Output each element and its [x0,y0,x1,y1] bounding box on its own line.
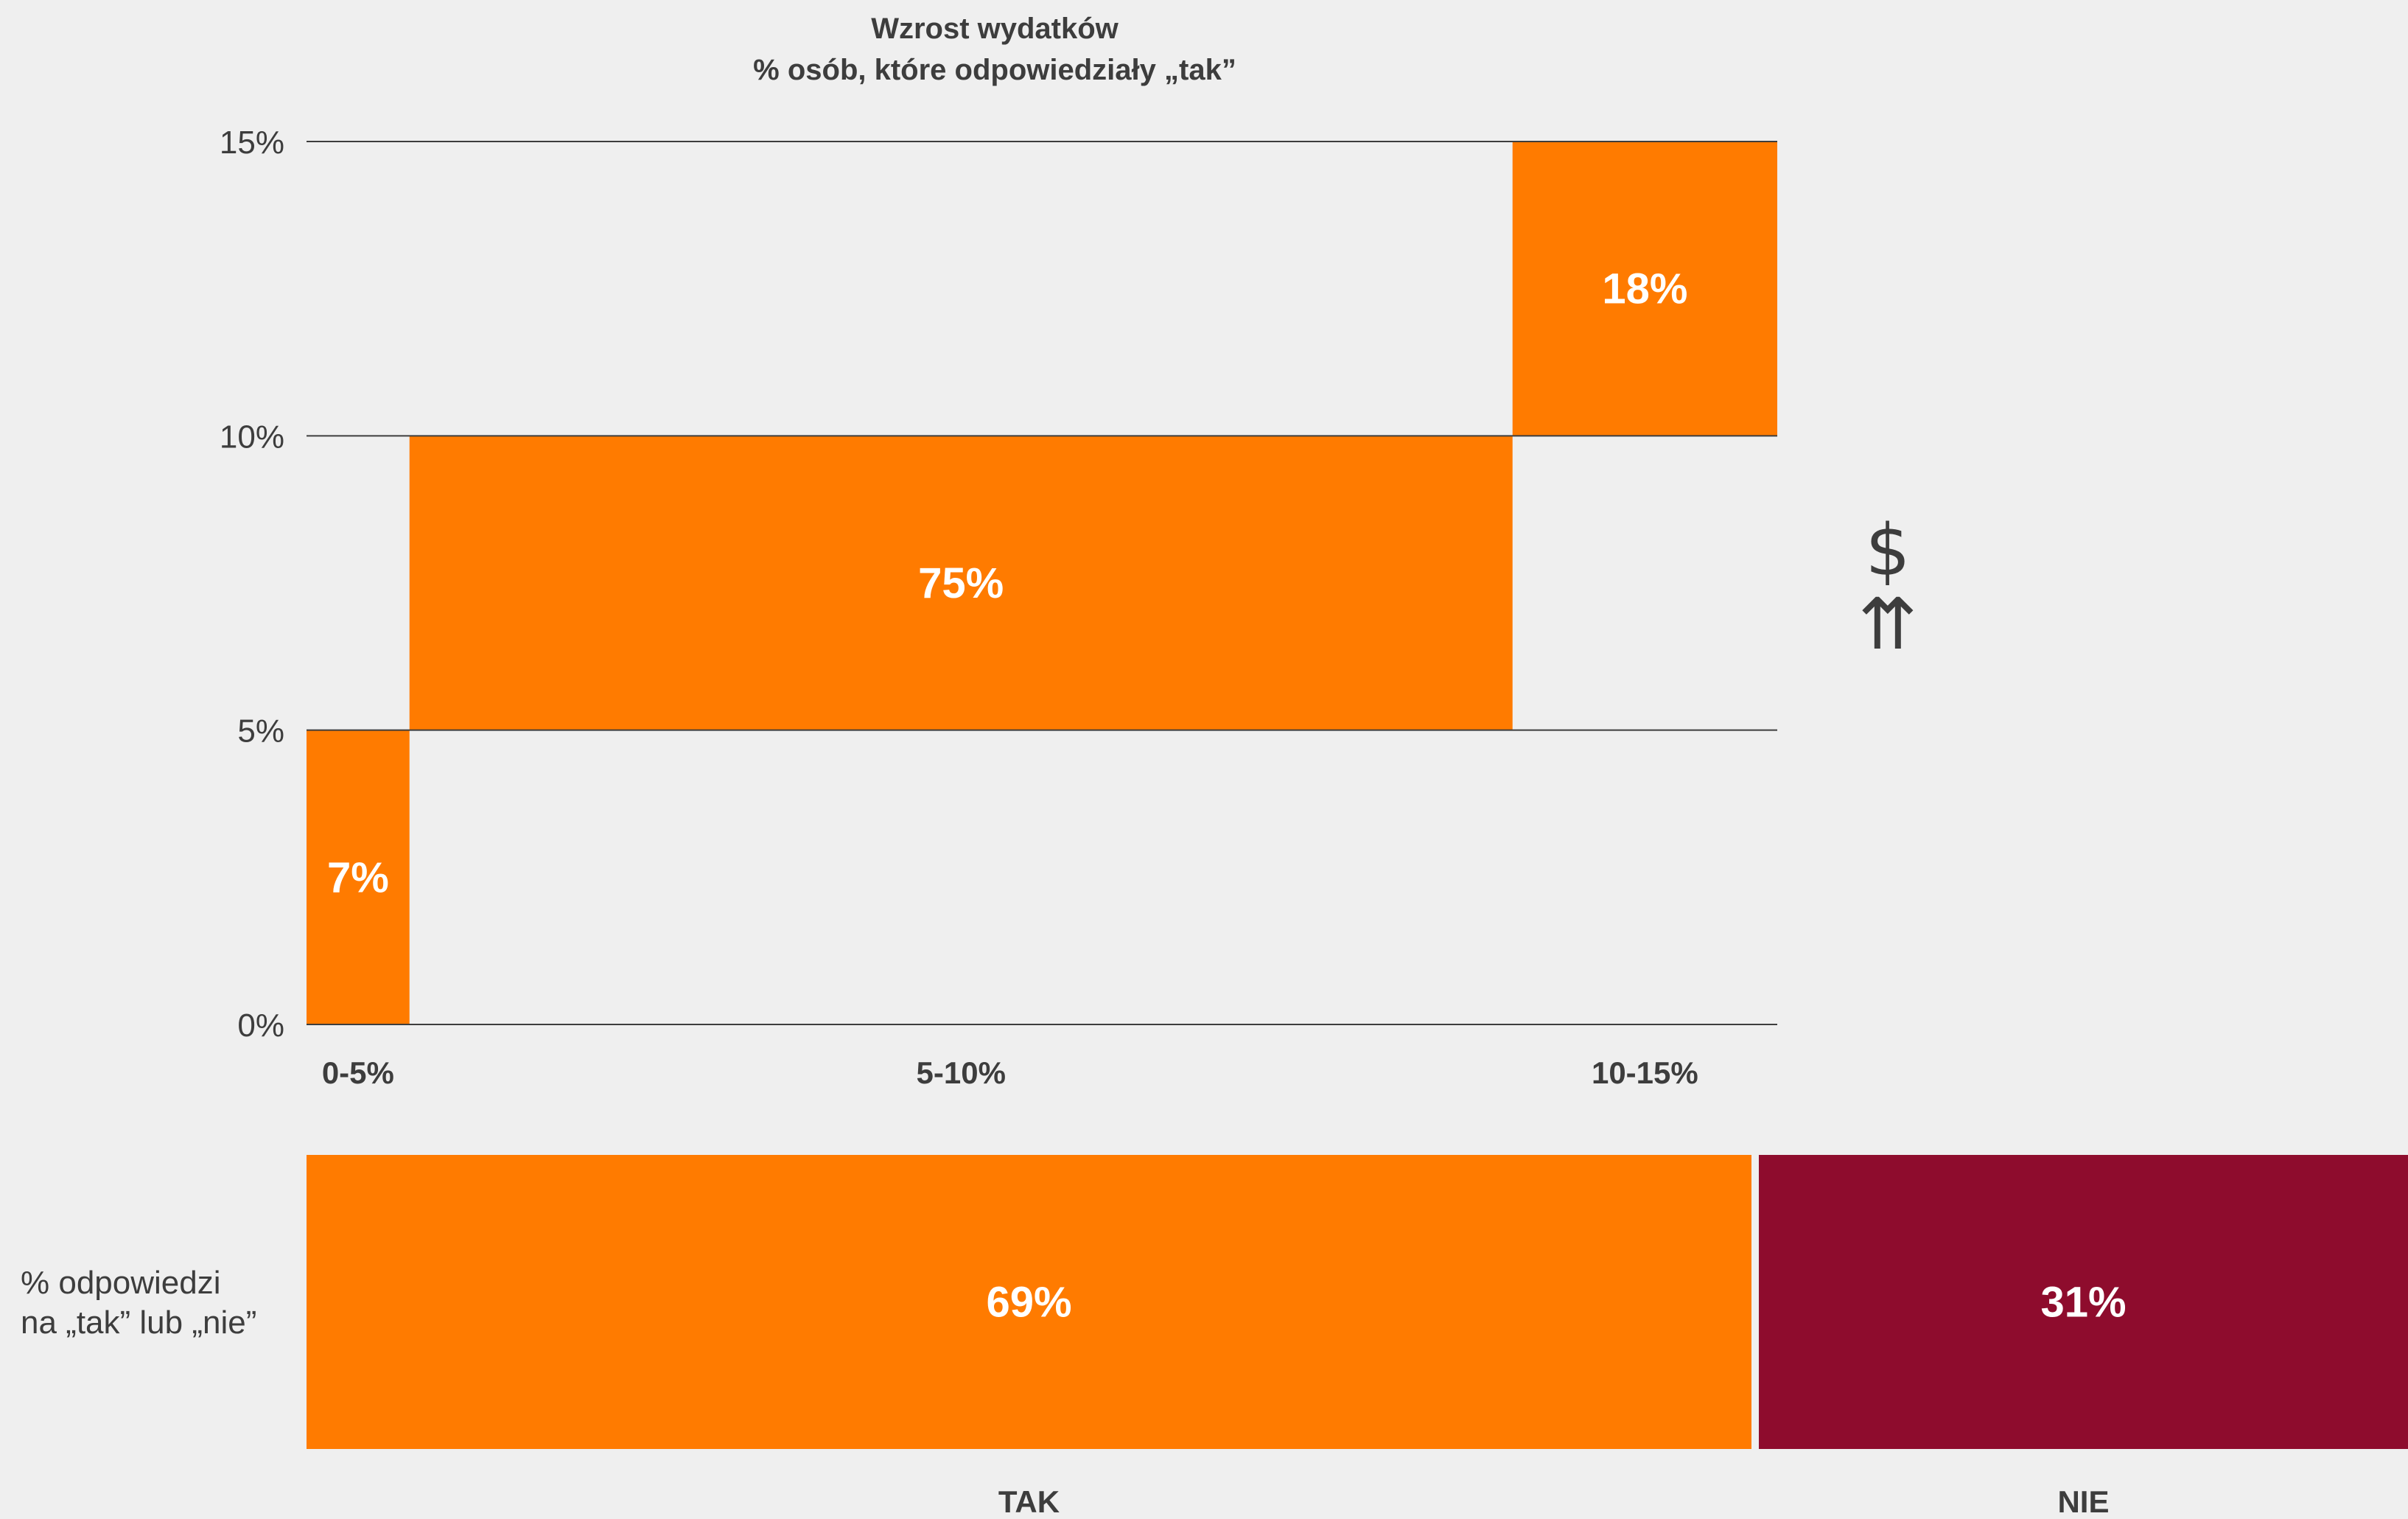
y-tick-label: 5% [237,713,284,750]
bar-value-label: 31% [2040,1279,2126,1327]
row-label: na „tak” lub „nie” [21,1305,256,1341]
category-label: TAK [998,1484,1060,1519]
dollar-icon: $ [1865,509,1910,592]
bar-value-label: 18% [1602,265,1687,313]
bar-10-15% [1512,142,1777,436]
bar-value-label: 69% [986,1279,1071,1327]
bar-nie [1758,1155,2408,1449]
y-tick-label: 0% [237,1008,284,1044]
x-tick-label: 10-15% [1592,1055,1698,1090]
chart-subtitle: % osób, które odpowiedziały „tak” [753,54,1236,86]
bar-value-label: 7% [327,853,389,901]
yes-no-share-chart: 69% TAK 31% NIE % odpowiedzi na „tak” lub „ni… [21,1155,2408,1519]
row-label: % odpowiedzi [21,1265,221,1301]
double-up-arrow-icon: ⇈ [1858,583,1917,666]
x-tick-label: 5-10% [917,1055,1006,1090]
category-label: NIE [2057,1484,2109,1519]
dollar-up-indicator: $⇈ [1858,509,1917,666]
bar-value-label: 75% [918,559,1004,607]
bar-5-10% [409,436,1513,730]
y-tick-label: 15% [220,125,284,161]
bar-0-5% [307,730,410,1024]
y-tick-label: 10% [220,419,284,455]
chart-title: Wzrost wydatków [871,13,1119,45]
x-tick-label: 0-5% [322,1055,394,1090]
spending-increase-chart: Wzrost wydatków % osób, które odpowiedzia… [220,13,1777,1090]
bar-tak [307,1155,1751,1449]
